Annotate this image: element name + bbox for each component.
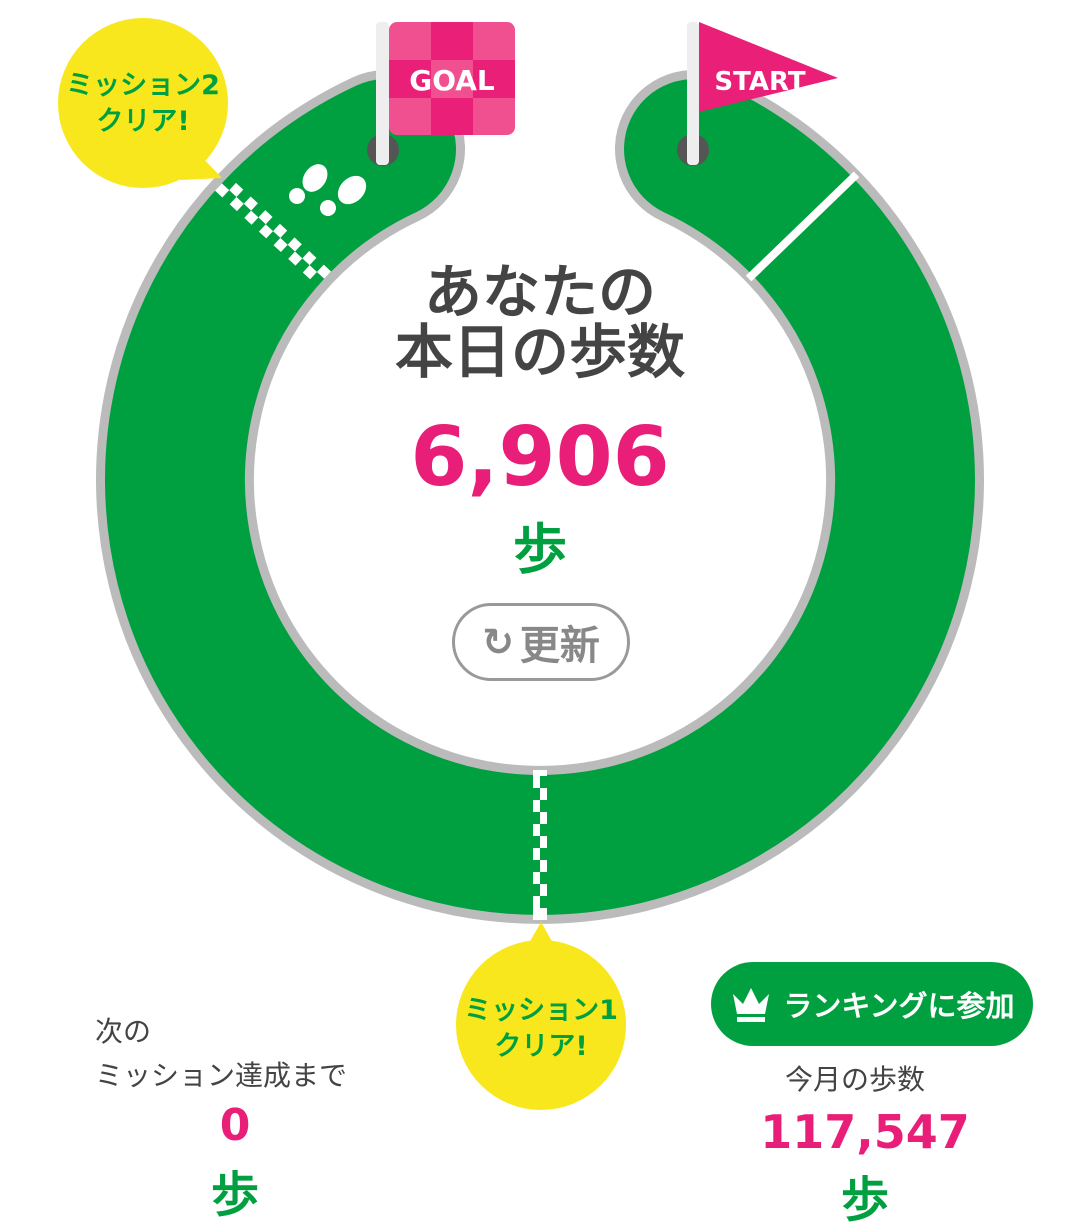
- next-mission-unit: 歩: [210, 1167, 259, 1223]
- mission2-bubble-line1: ミッション2: [66, 70, 220, 101]
- today-title-line2: 本日の歩数: [394, 318, 685, 386]
- mission1-bubble: ミッション1 クリア!: [456, 993, 626, 1065]
- refresh-icon: ↻: [482, 620, 514, 664]
- footprints-icon: [289, 164, 367, 216]
- today-steps-unit: 歩: [513, 518, 567, 581]
- today-steps: 6,906: [410, 410, 670, 505]
- mission1-bubble-shape: [456, 922, 626, 1110]
- today-title-line1: あなたの: [423, 258, 656, 326]
- next-mission-steps: 0: [219, 1100, 251, 1151]
- start-line: [745, 171, 860, 282]
- crown-icon: [733, 988, 770, 1022]
- mission1-bubble-line2: クリア!: [494, 1031, 588, 1062]
- join-ranking-button[interactable]: ランキングに参加: [711, 962, 1033, 1046]
- monthly-steps-unit: 歩: [840, 1172, 889, 1228]
- next-mission-label: 次の ミッション達成まで: [95, 1010, 347, 1098]
- checker-line-mission1: [533, 770, 547, 920]
- monthly-label: 今月の歩数: [784, 1063, 925, 1096]
- mission2-bubble-line2: クリア!: [96, 106, 190, 137]
- next-mission-line1: 次の: [95, 1015, 152, 1048]
- refresh-button[interactable]: ↻ 更新: [452, 603, 630, 681]
- goal-flag: GOAL: [367, 22, 515, 166]
- join-ranking-label: ランキングに参加: [783, 989, 1015, 1023]
- mission1-bubble-line1: ミッション1: [464, 995, 618, 1026]
- today-title: あなたの 本日の歩数: [340, 262, 740, 382]
- mission2-bubble-shape: [58, 18, 228, 188]
- mission2-bubble: ミッション2 クリア!: [58, 68, 228, 140]
- start-flag: START: [677, 22, 838, 166]
- start-flag-label: START: [714, 67, 805, 97]
- next-mission-line2: ミッション達成まで: [95, 1059, 348, 1092]
- checker-line-mission2: [215, 182, 332, 280]
- goal-flag-label: GOAL: [409, 64, 495, 97]
- monthly-steps: 117,547: [760, 1105, 970, 1159]
- refresh-label: 更新: [519, 623, 600, 669]
